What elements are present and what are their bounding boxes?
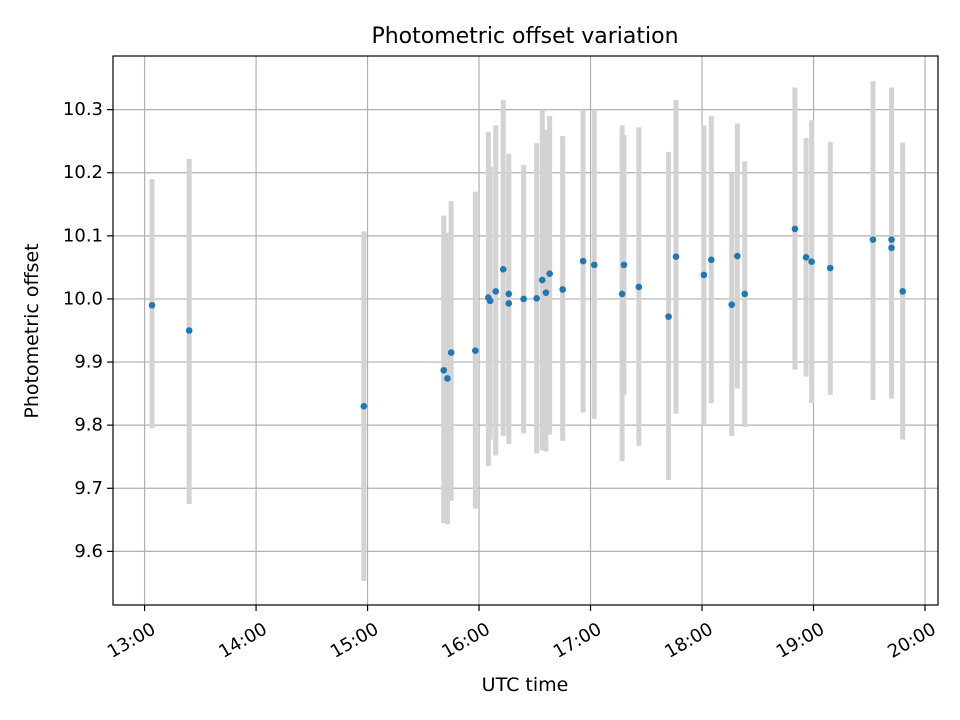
data-point [802,253,810,261]
x-tick-label: 14:00 [215,619,270,663]
data-point [869,236,877,243]
data-point [542,289,550,296]
data-point [505,290,513,298]
x-tick-label: 19:00 [773,619,828,663]
data-point [700,271,708,279]
x-tick-label: 13:00 [104,619,159,663]
y-axis-label: Photometric offset [21,243,43,418]
data-point [486,297,494,305]
y-tick-label: 10.1 [63,225,103,246]
y-tick-label: 10.3 [63,99,103,120]
data-point [472,347,479,354]
y-tick-label: 9.8 [74,415,103,436]
x-tick-label: 17:00 [550,619,605,663]
data-point [665,313,672,320]
data-point [505,300,513,307]
y-tick-label: 9.9 [74,352,103,373]
data-point [728,301,736,308]
data-point [499,265,507,273]
y-tick-label: 10.0 [63,288,103,309]
x-axis: 13:00 14:00 15:00 16:00 17:00 18:00 19:00 20:00 [104,605,940,663]
plot-frame [112,55,939,606]
data-point [708,256,715,264]
data-point [888,244,895,252]
data-point [826,264,834,272]
data-point [360,402,368,410]
data-point [533,295,540,302]
data-point [620,261,628,269]
y-tick-label: 9.6 [74,541,103,562]
chart-title: Photometric offset variation [371,24,678,49]
data-point [741,290,749,298]
data-point [447,349,455,356]
data-point [579,257,587,265]
data-point [808,258,815,266]
x-tick-label: 16:00 [438,619,493,663]
y-tick-label: 10.2 [63,162,103,183]
x-tick-label: 20:00 [884,619,939,663]
data-point [546,270,553,278]
data-point [520,295,527,303]
data-point [888,236,895,243]
y-axis: 9.6 9.7 9.8 9.9 10.0 10.1 10.2 10.3 [63,99,113,562]
y-tick-label: 9.7 [74,478,103,499]
data-point [672,253,680,260]
data-point [590,261,598,269]
data-point [559,286,566,293]
data-point [734,252,741,260]
data-point [148,301,156,309]
data-point [440,366,448,374]
data-point [185,327,193,334]
data-point [538,276,546,284]
data-point [791,225,799,233]
data-point [899,288,906,295]
data-point [618,290,626,298]
data-point [444,375,451,382]
x-tick-label: 18:00 [661,619,716,663]
x-axis-label: UTC time [482,674,569,696]
data-point [492,288,500,295]
x-tick-label: 15:00 [327,619,382,663]
data-points [148,225,906,410]
data-point [635,283,643,291]
